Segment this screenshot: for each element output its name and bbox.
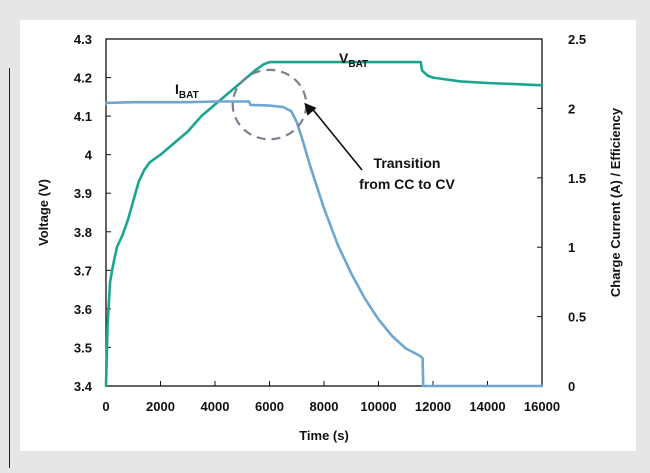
x-tick-label: 0 bbox=[102, 399, 109, 414]
left-y-tick-label: 4.2 bbox=[74, 71, 92, 86]
panel-edge-line bbox=[9, 68, 10, 468]
right-y-tick-label: 2.5 bbox=[568, 32, 586, 47]
left-y-tick-label: 3.7 bbox=[74, 263, 92, 278]
transition-arrow-line bbox=[311, 108, 363, 171]
vbat-line bbox=[104, 60, 544, 388]
x-tick-label: 8000 bbox=[310, 399, 339, 414]
transition-highlight-circle bbox=[231, 68, 308, 141]
left-y-tick-label: 4.1 bbox=[74, 109, 92, 124]
ibat-line bbox=[104, 100, 544, 388]
left-y-axis-title: Voltage (V) bbox=[36, 179, 51, 246]
left-y-tick-label: 4.3 bbox=[74, 32, 92, 47]
right-y-tick-label: 1 bbox=[568, 240, 575, 255]
plot-axes bbox=[105, 38, 543, 387]
right-y-tick-label: 2 bbox=[568, 101, 575, 116]
transition-annotation-line-2: from CC to CV bbox=[359, 176, 455, 192]
x-tick-label: 6000 bbox=[255, 399, 284, 414]
plot-frame bbox=[105, 38, 543, 387]
annotations bbox=[231, 68, 363, 171]
x-tick-label: 2000 bbox=[146, 399, 175, 414]
left-y-tick-label: 3.8 bbox=[74, 225, 92, 240]
right-y-axis-title: Charge Current (A) / Efficiency bbox=[608, 107, 623, 297]
x-tick-label: 16000 bbox=[524, 399, 560, 414]
right-y-tick-label: 0.5 bbox=[568, 310, 586, 325]
left-y-tick-label: 3.6 bbox=[74, 302, 92, 317]
x-tick-label: 12000 bbox=[415, 399, 451, 414]
series-lines bbox=[104, 60, 544, 388]
vbat-series-label: VBAT bbox=[339, 50, 368, 70]
transition-arrow-head bbox=[304, 102, 317, 116]
x-tick-label: 10000 bbox=[360, 399, 396, 414]
left-y-tick-label: 4 bbox=[85, 148, 93, 163]
left-y-tick-label: 3.5 bbox=[74, 340, 92, 355]
transition-annotation-line-1: Transition bbox=[374, 155, 441, 171]
ibat-series-label: IBAT bbox=[175, 81, 199, 101]
right-y-tick-label: 0 bbox=[568, 379, 575, 394]
left-y-tick-label: 3.4 bbox=[74, 379, 93, 394]
left-y-tick-label: 3.9 bbox=[74, 186, 92, 201]
x-axis-title: Time (s) bbox=[299, 428, 349, 443]
right-y-tick-label: 1.5 bbox=[568, 171, 586, 186]
x-tick-label: 4000 bbox=[201, 399, 230, 414]
x-tick-label: 14000 bbox=[469, 399, 505, 414]
tick-labels: 0 2000 4000 6000 8000 10000 12000 14000 16000 3.4… bbox=[74, 32, 586, 414]
